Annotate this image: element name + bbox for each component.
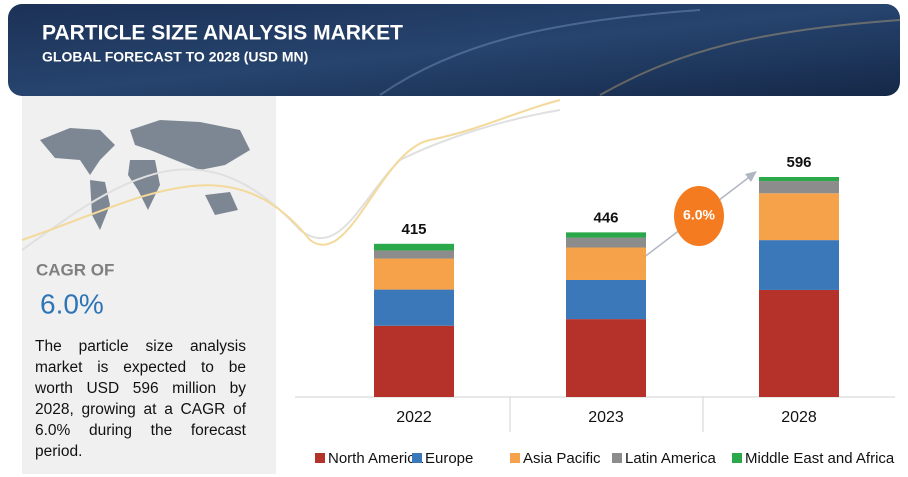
legend-swatch [412, 453, 422, 463]
bar-segment [566, 232, 646, 238]
x-tick-label: 2023 [588, 409, 624, 426]
header-banner [8, 4, 900, 96]
decor-line [379, 9, 701, 96]
legend-swatch [510, 453, 520, 463]
world-map [40, 120, 250, 230]
decor-line [599, 19, 901, 96]
bar-segment [759, 240, 839, 290]
title: PARTICLE SIZE ANALYSIS MARKET [42, 22, 403, 45]
legend-swatch [612, 453, 622, 463]
legend-swatch [315, 453, 325, 463]
bar-segment [759, 193, 839, 241]
decor-line [21, 109, 561, 251]
x-tick-label: 2022 [396, 409, 432, 426]
legend-label: Europe [425, 450, 473, 467]
bar-segment [759, 181, 839, 194]
description: The particle size analysis market is exp… [35, 338, 246, 460]
growth-arrow-head [745, 171, 757, 182]
legend-label: Asia Pacific [523, 450, 601, 467]
cagr-badge [674, 186, 724, 246]
total-label: 446 [593, 209, 618, 226]
legend-label: Latin America [625, 450, 717, 467]
total-label: 596 [786, 154, 811, 171]
x-tick-label: 2028 [781, 409, 817, 426]
legend-label: Middle East and Africa [745, 450, 895, 467]
cagr-label: CAGR OF [36, 260, 114, 279]
bar-segment [566, 319, 646, 397]
bar-segment [566, 237, 646, 248]
bar-segment [374, 258, 454, 290]
bar-segment [374, 243, 454, 251]
bar-segment [566, 279, 646, 320]
cagr-value: 6.0% [40, 288, 104, 319]
legend-swatch [732, 453, 742, 463]
decor-line [21, 99, 561, 246]
bar-segment [374, 325, 454, 397]
subtitle: GLOBAL FORECAST TO 2028 (USD MN) [42, 49, 308, 65]
bar-segment [759, 289, 839, 397]
legend-label: North America [328, 450, 424, 467]
bar-segment [374, 289, 454, 326]
bar-segment [374, 250, 454, 259]
bar-segment [759, 177, 839, 182]
cagr-badge-label: 6.0% [683, 207, 715, 223]
total-label: 415 [401, 221, 426, 238]
bar-segment [566, 247, 646, 280]
